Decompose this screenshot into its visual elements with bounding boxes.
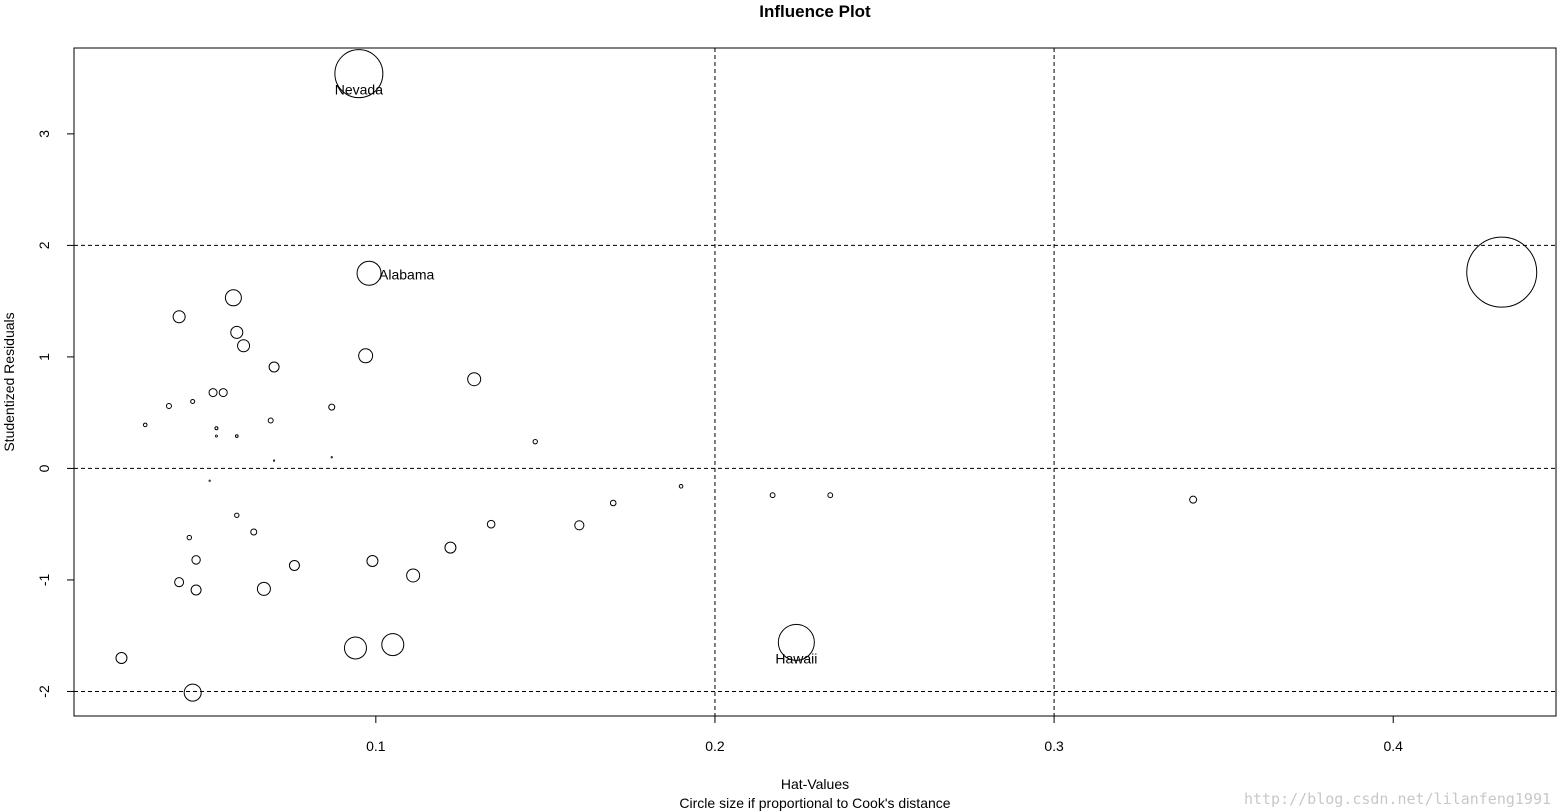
data-point <box>1466 236 1538 308</box>
data-point <box>165 402 172 409</box>
data-point <box>256 581 271 596</box>
reference-lines <box>74 48 1556 716</box>
point-label: Alabama <box>379 266 434 282</box>
data-points <box>115 49 1538 702</box>
data-point <box>406 568 421 583</box>
data-point <box>288 559 300 571</box>
data-point <box>190 584 202 596</box>
x-tick-label: 0.3 <box>1044 738 1064 754</box>
data-point <box>366 554 379 567</box>
chart-title: Influence Plot <box>759 2 871 21</box>
y-tick-label: 0 <box>36 464 52 472</box>
data-point <box>267 417 274 424</box>
data-point <box>191 555 201 565</box>
y-axis-label: Studentized Residuals <box>1 312 17 451</box>
x-tick-label: 0.4 <box>1383 738 1403 754</box>
y-tick-label: -2 <box>36 685 52 698</box>
data-point <box>186 534 193 541</box>
x-tick-label: 0.1 <box>366 738 386 754</box>
watermark: http://blog.csdn.net/lilanfeng1991 <box>1243 790 1551 808</box>
data-point <box>330 456 333 459</box>
data-point <box>678 483 684 489</box>
data-point <box>381 633 405 657</box>
data-point <box>234 512 240 518</box>
data-point <box>444 541 457 554</box>
x-tick-label: 0.2 <box>705 738 725 754</box>
data-point <box>827 492 834 499</box>
x-axis-label: Hat-Values <box>781 776 849 792</box>
data-point <box>208 479 211 482</box>
plot-frame <box>73 47 1557 717</box>
data-point <box>142 422 148 428</box>
data-point <box>234 434 239 438</box>
data-point <box>356 260 382 286</box>
data-point <box>358 348 374 364</box>
data-point <box>172 310 186 324</box>
data-point <box>218 388 228 398</box>
data-point <box>1189 495 1198 504</box>
data-point <box>237 339 251 353</box>
data-point <box>214 426 219 431</box>
data-point <box>208 388 218 398</box>
data-point <box>230 325 244 339</box>
data-point <box>190 399 196 405</box>
x-axis: 0.1 0.2 0.3 0.4 <box>366 716 1403 754</box>
data-point <box>250 528 258 536</box>
data-point <box>183 683 202 702</box>
data-point <box>215 434 218 438</box>
point-label: Nevada <box>335 82 383 98</box>
point-label: Hawaii <box>775 650 817 666</box>
data-point <box>343 636 367 660</box>
data-point <box>777 623 815 661</box>
data-point <box>334 49 384 99</box>
y-tick-label: 1 <box>36 353 52 361</box>
y-tick-label: -1 <box>36 574 52 587</box>
data-point <box>224 289 242 307</box>
data-point <box>486 519 496 529</box>
y-axis: -2 -1 0 1 2 3 <box>36 130 74 698</box>
data-point <box>609 499 617 507</box>
data-point <box>268 361 280 373</box>
data-point <box>174 577 185 588</box>
y-tick-label: 3 <box>36 130 52 138</box>
data-point <box>467 372 482 387</box>
data-point <box>769 492 776 499</box>
point-labels: Nevada Alabama Hawaii <box>335 82 818 667</box>
y-tick-label: 2 <box>36 241 52 249</box>
data-point <box>272 459 276 462</box>
x-axis-subtitle: Circle size if proportional to Cook's di… <box>679 795 950 811</box>
data-point <box>574 520 585 531</box>
data-point <box>328 403 336 411</box>
data-point <box>115 652 128 665</box>
data-point <box>532 438 538 445</box>
